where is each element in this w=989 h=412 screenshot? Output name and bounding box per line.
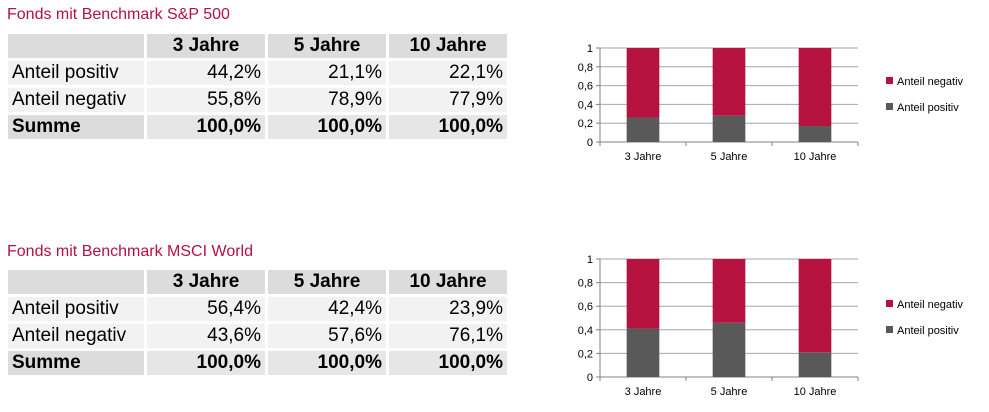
table-cell: 56,4% — [147, 297, 265, 321]
table-corner — [8, 34, 144, 58]
table-cell: 100,0% — [147, 351, 265, 375]
y-tick-label: 0,4 — [578, 325, 593, 337]
table-cell: 57,6% — [268, 324, 386, 348]
table-row: Anteil negativ 55,8% 78,9% 77,9% — [8, 88, 507, 112]
row-label: Anteil positiv — [8, 61, 144, 85]
x-tick-label: 10 Jahre — [794, 151, 837, 163]
table-sp500: 3 Jahre 5 Jahre 10 Jahre Anteil positiv … — [5, 31, 510, 142]
stacked-bar-chart: 0 0,2 0,4 0,6 0,8 1 3 Jahre 5 Jahre 10 Jahre Ante… — [578, 43, 964, 163]
row-label: Anteil positiv — [8, 297, 144, 321]
x-tick-label: 10 Jahre — [794, 386, 837, 398]
row-label: Anteil negativ — [8, 88, 144, 112]
x-tick-label: 5 Jahre — [711, 386, 748, 398]
bar-segment — [626, 259, 660, 329]
table-cell: 42,4% — [268, 297, 386, 321]
x-tick-label: 3 Jahre — [625, 386, 662, 398]
legend-label: Anteil negativ — [897, 299, 964, 311]
legend-swatch — [886, 300, 893, 307]
table-cell: 76,1% — [389, 324, 507, 348]
table-cell: 21,1% — [268, 61, 386, 85]
row-label: Summe — [8, 115, 144, 139]
y-tick-label: 0,2 — [578, 118, 593, 130]
table-cell: 77,9% — [389, 88, 507, 112]
bar-segment — [798, 352, 832, 377]
column-header: 5 Jahre — [268, 270, 386, 294]
stacked-bar-chart: 0 0,2 0,4 0,6 0,8 1 3 Jahre 5 Jahre 10 Jahre Ante… — [578, 254, 964, 398]
table-row-sum: Summe 100,0% 100,0% 100,0% — [8, 115, 507, 139]
table-cell: 78,9% — [268, 88, 386, 112]
bar-segment — [712, 322, 746, 377]
row-label: Summe — [8, 351, 144, 375]
table-row: Anteil negativ 43,6% 57,6% 76,1% — [8, 324, 507, 348]
bar-segment — [626, 328, 660, 377]
table-cell: 44,2% — [147, 61, 265, 85]
legend-swatch — [886, 103, 893, 110]
y-tick-label: 0,8 — [578, 62, 593, 74]
bar-segment — [798, 259, 832, 353]
chart-sp500: 0 0,2 0,4 0,6 0,8 1 3 Jahre 5 Jahre 10 Jahre Ante… — [560, 36, 980, 181]
y-tick-label: 1 — [587, 254, 593, 266]
bar-segment — [626, 48, 660, 118]
legend-label: Anteil positiv — [897, 325, 959, 337]
legend-swatch — [886, 326, 893, 333]
table-msci-world: 3 Jahre 5 Jahre 10 Jahre Anteil positiv … — [5, 267, 510, 378]
table-cell: 100,0% — [389, 351, 507, 375]
y-tick-label: 0,6 — [578, 301, 593, 313]
bar-segment — [798, 48, 832, 127]
table-row-sum: Summe 100,0% 100,0% 100,0% — [8, 351, 507, 375]
table-row: Anteil positiv 56,4% 42,4% 23,9% — [8, 297, 507, 321]
bar-segment — [712, 115, 746, 142]
table-cell: 55,8% — [147, 88, 265, 112]
column-header: 3 Jahre — [147, 34, 265, 58]
x-tick-label: 3 Jahre — [625, 151, 662, 163]
y-tick-label: 0,6 — [578, 81, 593, 93]
table-cell: 100,0% — [147, 115, 265, 139]
y-tick-label: 1 — [587, 43, 593, 55]
table-cell: 100,0% — [268, 115, 386, 139]
table-header-row: 3 Jahre 5 Jahre 10 Jahre — [8, 270, 507, 294]
table-header-row: 3 Jahre 5 Jahre 10 Jahre — [8, 34, 507, 58]
legend-label: Anteil negativ — [897, 76, 964, 88]
row-label: Anteil negativ — [8, 324, 144, 348]
y-tick-label: 0,8 — [578, 278, 593, 290]
table-cell: 22,1% — [389, 61, 507, 85]
y-tick-label: 0 — [587, 137, 593, 149]
bar-segment — [712, 48, 746, 116]
y-tick-label: 0,2 — [578, 348, 593, 360]
column-header: 5 Jahre — [268, 34, 386, 58]
column-header: 3 Jahre — [147, 270, 265, 294]
table-cell: 43,6% — [147, 324, 265, 348]
x-tick-label: 5 Jahre — [711, 151, 748, 163]
y-tick-label: 0,4 — [578, 99, 593, 111]
table-row: Anteil positiv 44,2% 21,1% 22,1% — [8, 61, 507, 85]
legend-swatch — [886, 77, 893, 84]
section-title-sp500: Fonds mit Benchmark S&P 500 — [7, 6, 230, 23]
section-title-msci-world: Fonds mit Benchmark MSCI World — [7, 243, 253, 260]
table-cell: 100,0% — [268, 351, 386, 375]
bar-segment — [798, 126, 832, 142]
column-header: 10 Jahre — [389, 270, 507, 294]
table-cell: 100,0% — [389, 115, 507, 139]
chart-msci-world: 0 0,2 0,4 0,6 0,8 1 3 Jahre 5 Jahre 10 Jahre Ante… — [560, 246, 980, 411]
table-cell: 23,9% — [389, 297, 507, 321]
legend-label: Anteil positiv — [897, 102, 959, 114]
bar-segment — [626, 117, 660, 142]
bar-segment — [712, 259, 746, 323]
column-header: 10 Jahre — [389, 34, 507, 58]
y-tick-label: 0 — [587, 372, 593, 384]
table-corner — [8, 270, 144, 294]
